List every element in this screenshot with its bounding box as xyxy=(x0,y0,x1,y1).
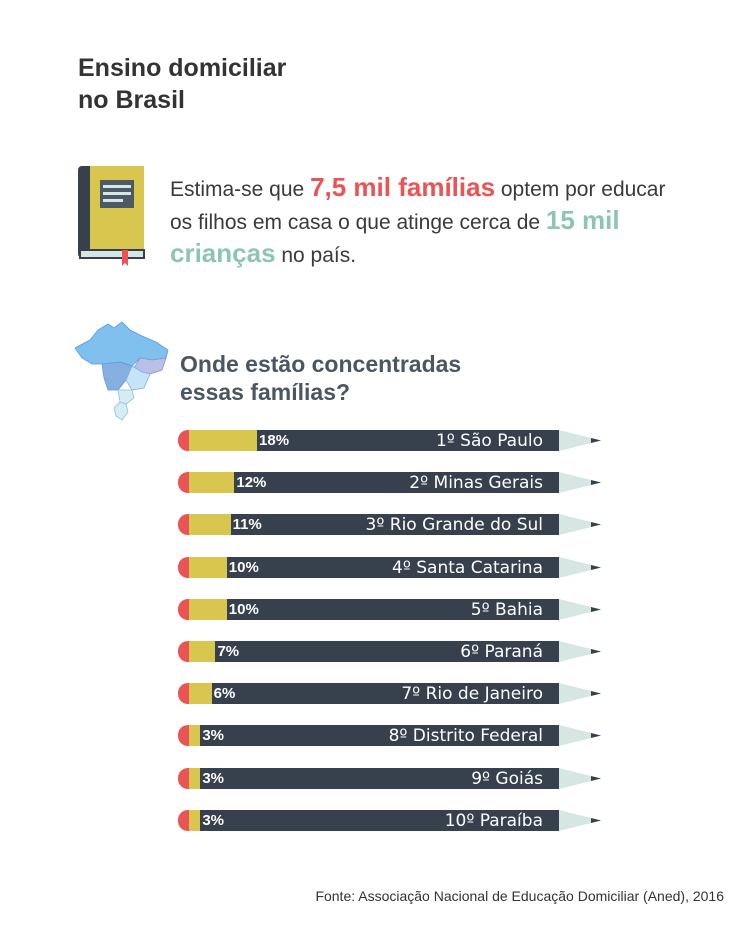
category-label: 1º São Paulo xyxy=(435,431,543,451)
value-label: 3% xyxy=(202,811,225,829)
pencil-bar: 6% 7º Rio de Janeiro xyxy=(178,683,603,705)
bar-fill xyxy=(189,809,201,831)
pencil-body: 3% 9º Goiás xyxy=(189,767,559,789)
bar-fill xyxy=(189,430,258,451)
pencil-tip-icon xyxy=(559,472,601,494)
pencil-body: 3% 8º Distrito Federal xyxy=(189,725,559,747)
value-label: 10% xyxy=(228,600,259,618)
value-label: 6% xyxy=(213,685,236,703)
value-label: 10% xyxy=(228,558,259,576)
pencil-eraser xyxy=(178,809,190,831)
bar-fill xyxy=(189,472,235,494)
families-highlight: 7,5 mil famílias xyxy=(310,172,496,202)
pencil-body: 6% 7º Rio de Janeiro xyxy=(189,683,559,705)
bar-fill xyxy=(189,683,212,705)
pencil-eraser xyxy=(178,598,190,620)
pencil-eraser xyxy=(178,556,190,578)
pencil-bar: 18% 1º São Paulo xyxy=(178,430,603,451)
pencil-body: 12% 2º Minas Gerais xyxy=(189,472,559,494)
pencil-bar: 11% 3º Rio Grande do Sul xyxy=(178,514,603,536)
pencil-bar: 3% 9º Goiás xyxy=(178,767,603,789)
category-label: 10º Paraíba xyxy=(444,810,543,831)
pencil-bar: 10% 4º Santa Catarina xyxy=(178,556,603,578)
category-label: 4º Santa Catarina xyxy=(392,557,543,578)
intro-text: Estima-se que 7,5 mil famílias optem por… xyxy=(170,172,666,268)
pencil-bar: 12% 2º Minas Gerais xyxy=(178,472,603,494)
bar-fill xyxy=(189,598,227,620)
source-note: Fonte: Associação Nacional de Educação D… xyxy=(315,888,724,904)
value-label: 7% xyxy=(217,643,240,660)
category-label: 5º Bahia xyxy=(470,599,543,620)
pencil-eraser xyxy=(178,514,190,536)
category-label: 2º Minas Gerais xyxy=(409,473,543,494)
value-label: 12% xyxy=(236,474,267,492)
pencil-eraser xyxy=(178,641,190,662)
bar-fill xyxy=(189,514,231,536)
value-label: 3% xyxy=(202,727,225,745)
category-label: 9º Goiás xyxy=(471,768,543,789)
bar-fill xyxy=(189,767,201,789)
pencil-tip-icon xyxy=(559,641,601,662)
page-title: Ensino domiciliar no Brasil xyxy=(78,54,287,114)
pencil-body: 10% 4º Santa Catarina xyxy=(189,556,559,578)
pencil-eraser xyxy=(178,430,190,451)
pencil-eraser xyxy=(178,725,190,747)
pencil-tip-icon xyxy=(559,556,601,578)
value-label: 18% xyxy=(259,432,290,449)
pencil-body: 11% 3º Rio Grande do Sul xyxy=(189,514,559,536)
pencil-body: 10% 5º Bahia xyxy=(189,598,559,620)
chart-title: Onde estão concentradas essas famílias? xyxy=(180,351,462,405)
pencil-body: 18% 1º São Paulo xyxy=(189,430,559,451)
pencil-tip-icon xyxy=(559,683,601,705)
pencil-body: 3% 10º Paraíba xyxy=(189,809,559,831)
pencil-tip-icon xyxy=(559,430,601,451)
pencil-tip-icon xyxy=(559,514,601,536)
pencil-bar: 3% 10º Paraíba xyxy=(178,809,603,831)
category-label: 7º Rio de Janeiro xyxy=(401,684,543,705)
book-icon xyxy=(78,166,145,266)
category-label: 3º Rio Grande do Sul xyxy=(365,515,543,536)
value-label: 3% xyxy=(202,769,225,787)
pencil-tip-icon xyxy=(559,598,601,620)
bar-fill xyxy=(189,725,201,747)
category-label: 8º Distrito Federal xyxy=(388,726,543,747)
pencil-bar: 3% 8º Distrito Federal xyxy=(178,725,603,747)
pencil-eraser xyxy=(178,767,190,789)
pencil-eraser xyxy=(178,472,190,494)
pencil-tip-icon xyxy=(559,809,601,831)
bar-fill xyxy=(189,556,227,578)
pencil-eraser xyxy=(178,683,190,705)
bar-fill xyxy=(189,641,216,662)
pencil-tip-icon xyxy=(559,767,601,789)
value-label: 11% xyxy=(232,516,262,534)
pencil-bar: 10% 5º Bahia xyxy=(178,598,603,620)
children-highlight: 15 mil crianças xyxy=(170,205,620,268)
category-label: 6º Paraná xyxy=(460,642,543,662)
pencil-bar: 7% 6º Paraná xyxy=(178,641,603,662)
pencil-body: 7% 6º Paraná xyxy=(189,641,559,662)
pencil-tip-icon xyxy=(559,725,601,747)
brazil-map-icon xyxy=(74,321,169,421)
